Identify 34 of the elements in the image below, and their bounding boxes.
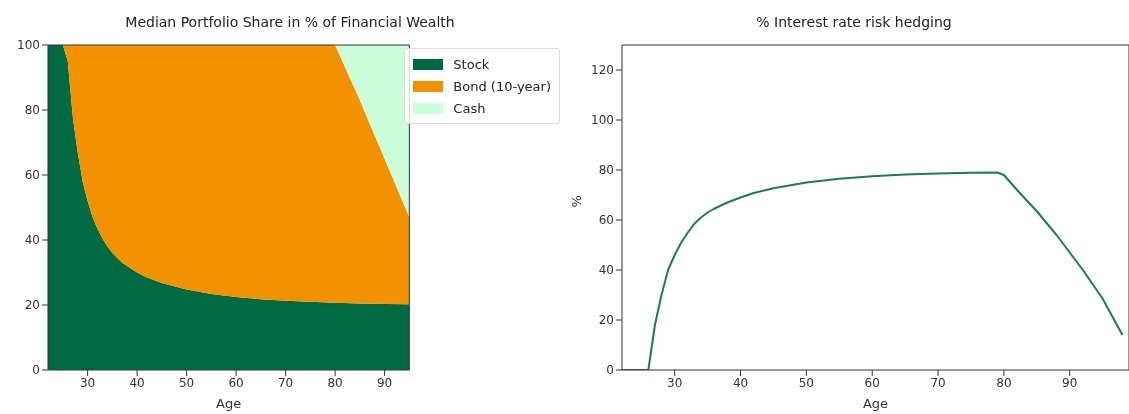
chart-title: Median Portfolio Share in % of Financial Wealth bbox=[124, 13, 456, 32]
legend-label: Stock bbox=[453, 56, 490, 72]
x-tick-label: 70 bbox=[930, 375, 946, 390]
y-tick-label: 100 bbox=[591, 113, 614, 128]
x-tick-label: 40 bbox=[732, 375, 749, 390]
y-tick-label: 20 bbox=[24, 298, 40, 313]
x-tick-label: 30 bbox=[79, 375, 96, 390]
x-tick-label: 60 bbox=[228, 375, 244, 390]
y-tick-label: 80 bbox=[598, 163, 614, 178]
y-tick-label: 40 bbox=[24, 233, 40, 248]
y-tick-label: 0 bbox=[606, 363, 614, 378]
x-tick-label: 30 bbox=[667, 375, 683, 390]
y-tick-label: 80 bbox=[24, 103, 40, 118]
x-tick-label: 50 bbox=[178, 375, 195, 390]
legend-label: Bond (10-year) bbox=[453, 78, 551, 94]
x-tick-label: 70 bbox=[277, 375, 294, 390]
x-tick-label: 40 bbox=[129, 375, 145, 390]
y-tick-label: 0 bbox=[32, 363, 40, 378]
y-tick-label: 100 bbox=[17, 38, 40, 53]
x-axis-title: Age bbox=[216, 396, 242, 411]
x-tick-label: 80 bbox=[996, 375, 1012, 390]
x-tick-label: 90 bbox=[376, 375, 393, 390]
x-axis-title: Age bbox=[862, 396, 889, 411]
x-tick-label: 50 bbox=[798, 375, 814, 390]
y-tick-label: 60 bbox=[24, 168, 40, 183]
y-tick-label: 120 bbox=[591, 63, 614, 78]
chart-title: % Interest rate risk hedging bbox=[755, 13, 953, 32]
y-tick-label: 60 bbox=[598, 213, 614, 228]
legend-label: Cash bbox=[453, 100, 486, 116]
x-tick-label: 80 bbox=[327, 375, 343, 390]
y-tick-label: 20 bbox=[598, 313, 614, 328]
x-tick-label: 90 bbox=[1062, 375, 1078, 390]
x-tick-label: 60 bbox=[864, 375, 880, 390]
y-tick-label: 40 bbox=[598, 263, 614, 278]
